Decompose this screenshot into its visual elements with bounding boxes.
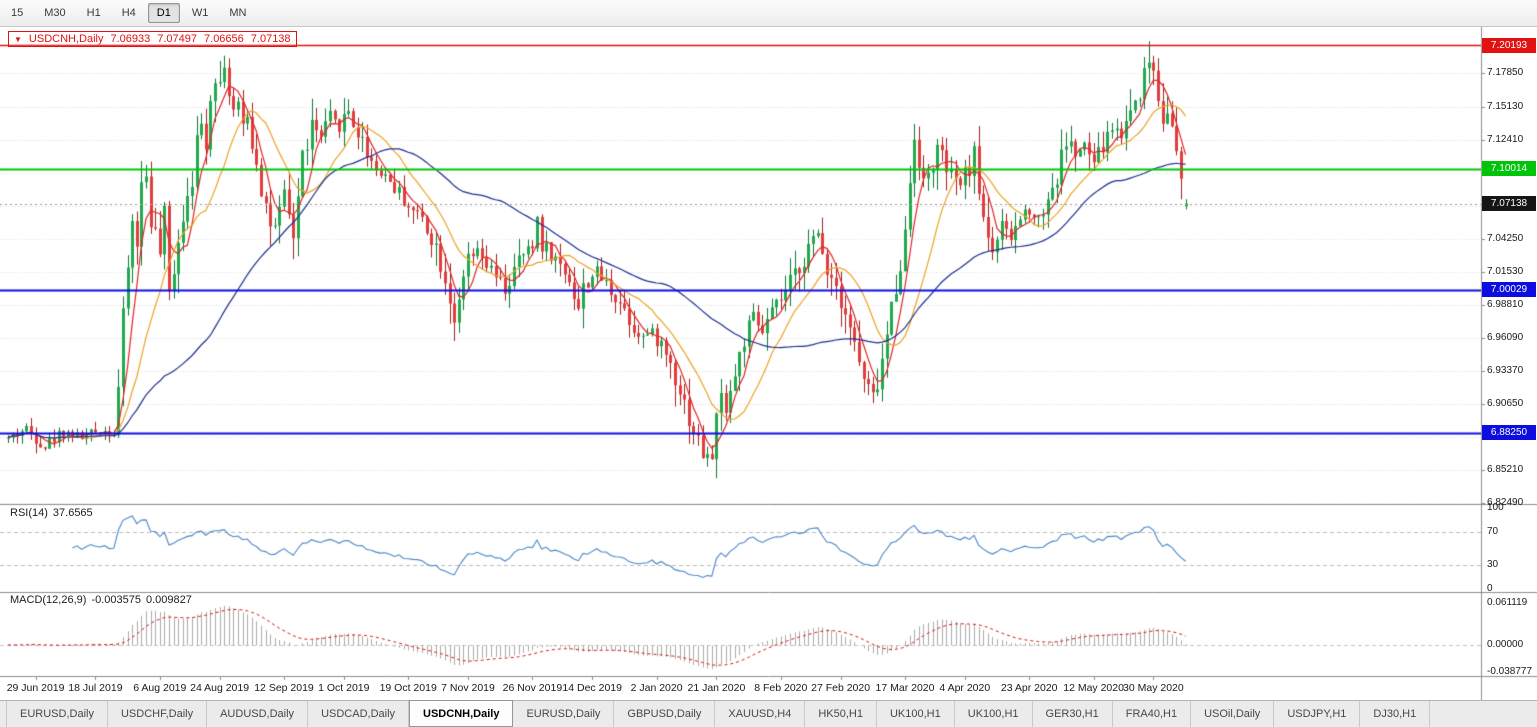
chart-area: ▼ USDCNH,Daily 7.06933 7.07497 7.06656 7… [0, 27, 1537, 700]
timeframe-button-mn[interactable]: MN [220, 3, 255, 23]
chart-tab-active[interactable]: USDCNH,Daily [409, 700, 514, 727]
chart-tabbar: EURUSD,Daily USDCHF,Daily AUDUSD,Daily U… [0, 700, 1537, 727]
chart-tab[interactable]: HK50,H1 [805, 701, 877, 727]
chart-tab[interactable]: UK100,H1 [955, 701, 1033, 727]
chart-tab[interactable]: USOil,Daily [1191, 701, 1275, 727]
chart-tab[interactable]: EURUSD,Daily [6, 701, 108, 727]
chart-tab[interactable]: GER30,H1 [1033, 701, 1113, 727]
chart-tab[interactable]: EURUSD,Daily [513, 701, 615, 727]
chart-tab[interactable]: DJ30,H1 [1360, 701, 1431, 727]
chart-tab[interactable]: USDJPY,H1 [1274, 701, 1361, 727]
timeframe-button-m15[interactable]: 15 [2, 3, 32, 23]
timeframe-toolbar: 15 M30 H1 H4 D1 W1 MN [0, 0, 1537, 27]
timeframe-button-m30[interactable]: M30 [35, 3, 74, 23]
timeframe-button-w1[interactable]: W1 [183, 3, 218, 23]
chart-tab[interactable]: UK100,H1 [877, 701, 955, 727]
chart-tab[interactable]: XAUUSD,H4 [715, 701, 806, 727]
chart-tab[interactable]: GBPUSD,Daily [614, 701, 716, 727]
timeframe-button-d1[interactable]: D1 [147, 3, 180, 23]
chart-tab[interactable]: FRA40,H1 [1113, 701, 1192, 727]
timeframe-button-h1[interactable]: H1 [78, 3, 110, 23]
chart-tab[interactable]: USDCAD,Daily [308, 701, 410, 727]
timeframe-button-h4[interactable]: H4 [113, 3, 145, 23]
candlestick-chart-canvas[interactable] [0, 27, 1537, 700]
chart-tab[interactable]: USDCHF,Daily [108, 701, 208, 727]
chart-tab[interactable]: AUDUSD,Daily [207, 701, 309, 727]
